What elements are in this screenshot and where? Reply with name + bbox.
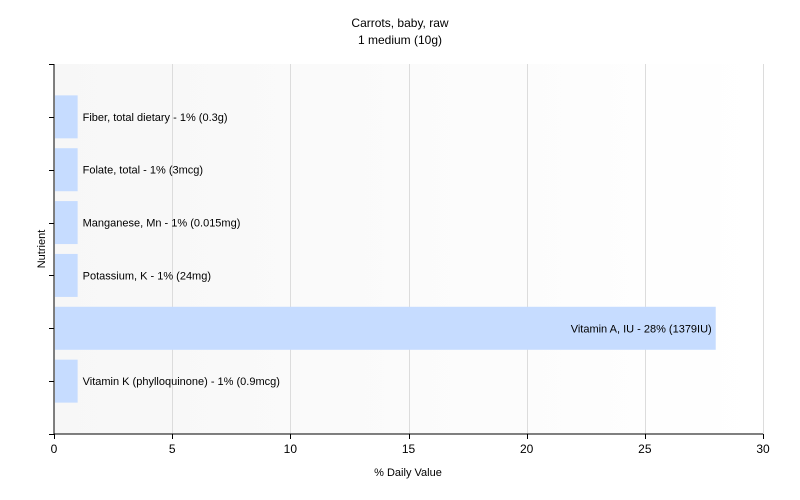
x-tick-label: 15 <box>402 442 416 456</box>
bar <box>55 253 78 297</box>
axes <box>49 64 764 439</box>
bar <box>55 95 78 139</box>
bar <box>55 306 716 350</box>
x-tick-label: 10 <box>284 442 298 456</box>
y-axis-label: Nutrient <box>36 230 48 269</box>
bar-label: Manganese, Mn - 1% (0.015mg) <box>83 218 241 230</box>
grid-lines <box>172 64 764 434</box>
bar-label: Potassium, K - 1% (24mg) <box>83 270 211 282</box>
bars <box>55 95 716 403</box>
bar <box>55 201 78 245</box>
x-tick-label: 20 <box>520 442 534 456</box>
chart-title: Carrots, baby, raw <box>351 16 448 30</box>
x-tick-label: 25 <box>638 442 652 456</box>
chart-subtitle: 1 medium (10g) <box>358 33 442 47</box>
x-axis-label: % Daily Value <box>374 467 442 479</box>
bar <box>55 359 78 403</box>
x-tick-label: 5 <box>169 442 176 456</box>
bar <box>55 148 78 192</box>
labels: 0 5 10 15 20 25 30 Fiber, total dietary - 1% (0… <box>51 112 770 456</box>
bar-label: Vitamin A, IU - 28% (1379IU) <box>571 323 712 335</box>
bar-label: Folate, total - 1% (3mcg) <box>83 165 203 177</box>
x-tick-label: 30 <box>756 442 770 456</box>
x-tick-label: 0 <box>51 442 58 456</box>
bar-label: Vitamin K (phylloquinone) - 1% (0.9mcg) <box>83 376 280 388</box>
bar-label: Fiber, total dietary - 1% (0.3g) <box>83 112 228 124</box>
